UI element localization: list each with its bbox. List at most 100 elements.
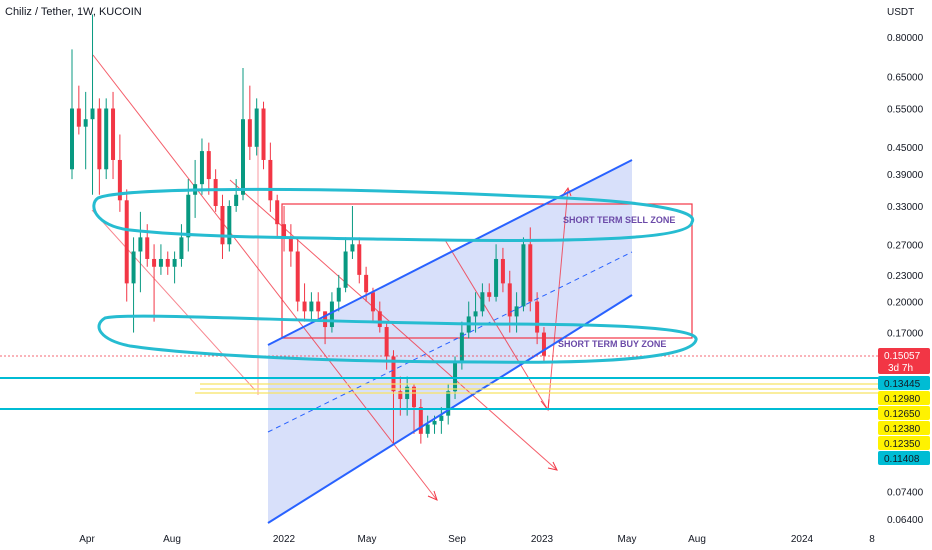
price-tag-label: 0.12980: [884, 394, 921, 405]
candle-body: [439, 415, 444, 421]
y-tick-label: 0.33000: [887, 202, 924, 213]
regression-channel-fill: [268, 160, 632, 523]
candle-body: [336, 287, 341, 302]
candle-body: [425, 424, 430, 434]
price-tag-label: 0.15057: [884, 351, 921, 362]
candle-body: [295, 251, 300, 302]
y-tick-label: 0.80000: [887, 33, 924, 44]
candle-body: [391, 356, 396, 392]
trendline-down-3[interactable]: [91, 209, 256, 391]
channel-mid-line: [267, 251, 633, 433]
arrowhead-1: [427, 490, 438, 501]
candle-body: [90, 108, 95, 120]
candle-body: [500, 258, 505, 284]
candle-body: [514, 306, 519, 317]
candle-body: [494, 258, 499, 297]
candle-body: [343, 251, 348, 288]
sell-zone-ellipse[interactable]: [92, 187, 695, 242]
y-tick-label: 0.27000: [887, 240, 924, 251]
candle-body: [370, 292, 375, 312]
channel-upper-line[interactable]: [267, 159, 633, 346]
price-tag: [878, 376, 930, 390]
candle-body: [412, 386, 416, 408]
x-tick-label: Aug: [688, 534, 706, 545]
candle-body: [350, 244, 355, 252]
candle-body: [364, 274, 369, 293]
candle-body: [206, 151, 211, 180]
y-tick-label: 0.06400: [887, 515, 924, 526]
projection-up[interactable]: [547, 187, 569, 411]
price-tag-label: 0.12650: [884, 409, 921, 420]
candle-body: [124, 200, 129, 284]
price-tag: [878, 421, 930, 435]
candle-body: [302, 301, 307, 312]
candle-body: [528, 244, 533, 302]
candle-body: [111, 108, 116, 160]
candle-body: [179, 237, 184, 259]
candle-body: [172, 258, 177, 267]
price-tag: [878, 348, 930, 374]
candle-body: [309, 301, 314, 312]
price-tag-label: 0.12380: [884, 424, 921, 435]
candle-body: [247, 119, 252, 147]
x-tick-label: 8: [869, 534, 875, 545]
candle-body: [288, 237, 293, 252]
candle-body: [268, 159, 273, 201]
x-tick-label: May: [618, 534, 637, 545]
candle-body: [446, 391, 451, 416]
range-rectangle[interactable]: [281, 203, 693, 339]
y-tick-label: 0.17000: [887, 329, 924, 340]
candle-body: [186, 194, 191, 238]
price-axis-unit: USDT: [887, 7, 914, 18]
candle-body: [241, 119, 245, 195]
candle-body: [213, 179, 218, 206]
candle-body: [275, 200, 280, 225]
candle-body: [507, 283, 512, 317]
candle-body: [131, 251, 136, 284]
price-axis[interactable]: USDT 0.80000 0.65000 0.55000 0.45000 0.39000…: [878, 0, 932, 528]
sell-zone-label: SHORT TERM SELL ZONE: [563, 215, 675, 225]
candle-body: [329, 301, 334, 328]
x-tick-label: Apr: [79, 534, 95, 545]
y-tick-label: 0.20000: [887, 298, 924, 309]
price-tag-countdown: 3d 7h: [888, 363, 913, 374]
x-tick-label: 2024: [791, 534, 814, 545]
y-tick-label: 0.39000: [887, 170, 924, 181]
candle-body: [165, 258, 170, 267]
price-tag: [878, 451, 930, 465]
chart-title: Chiliz / Tether, 1W, KUCOIN: [5, 6, 142, 18]
candle-body: [398, 391, 403, 400]
candle-body: [261, 108, 266, 160]
candle-body: [117, 159, 122, 201]
price-tag-label: 0.12350: [884, 439, 921, 450]
candle-body: [535, 301, 540, 333]
candle-body: [487, 292, 492, 297]
candle-body: [459, 332, 464, 363]
candle-body: [199, 151, 204, 185]
candle-body: [254, 108, 259, 147]
y-tick-label: 0.45000: [887, 143, 924, 154]
candle-body: [227, 205, 232, 245]
candle-body: [384, 327, 389, 357]
candle-body: [152, 258, 157, 267]
x-tick-label: Aug: [163, 534, 181, 545]
buy-zone-ellipse[interactable]: [97, 314, 698, 364]
price-tag: [878, 406, 930, 420]
x-tick-label: May: [358, 534, 377, 545]
price-tag: [878, 391, 930, 405]
candle-body: [104, 108, 109, 170]
candle-body: [521, 244, 526, 307]
candle-body: [220, 205, 225, 245]
x-tick-label: 2022: [273, 534, 296, 545]
candle-body: [282, 224, 287, 238]
price-tag-label: 0.13445: [884, 379, 921, 390]
arrowhead-4: [562, 186, 572, 197]
price-tag: [878, 436, 930, 450]
time-axis[interactable]: Apr Aug 2022 May Sep 2023 May Aug 2024 8: [79, 534, 875, 545]
y-tick-label: 0.55000: [887, 105, 924, 116]
y-tick-label: 0.23000: [887, 271, 924, 282]
trendline-down-1[interactable]: [92, 54, 438, 501]
candle-body: [316, 301, 321, 312]
candle-body: [480, 292, 485, 312]
